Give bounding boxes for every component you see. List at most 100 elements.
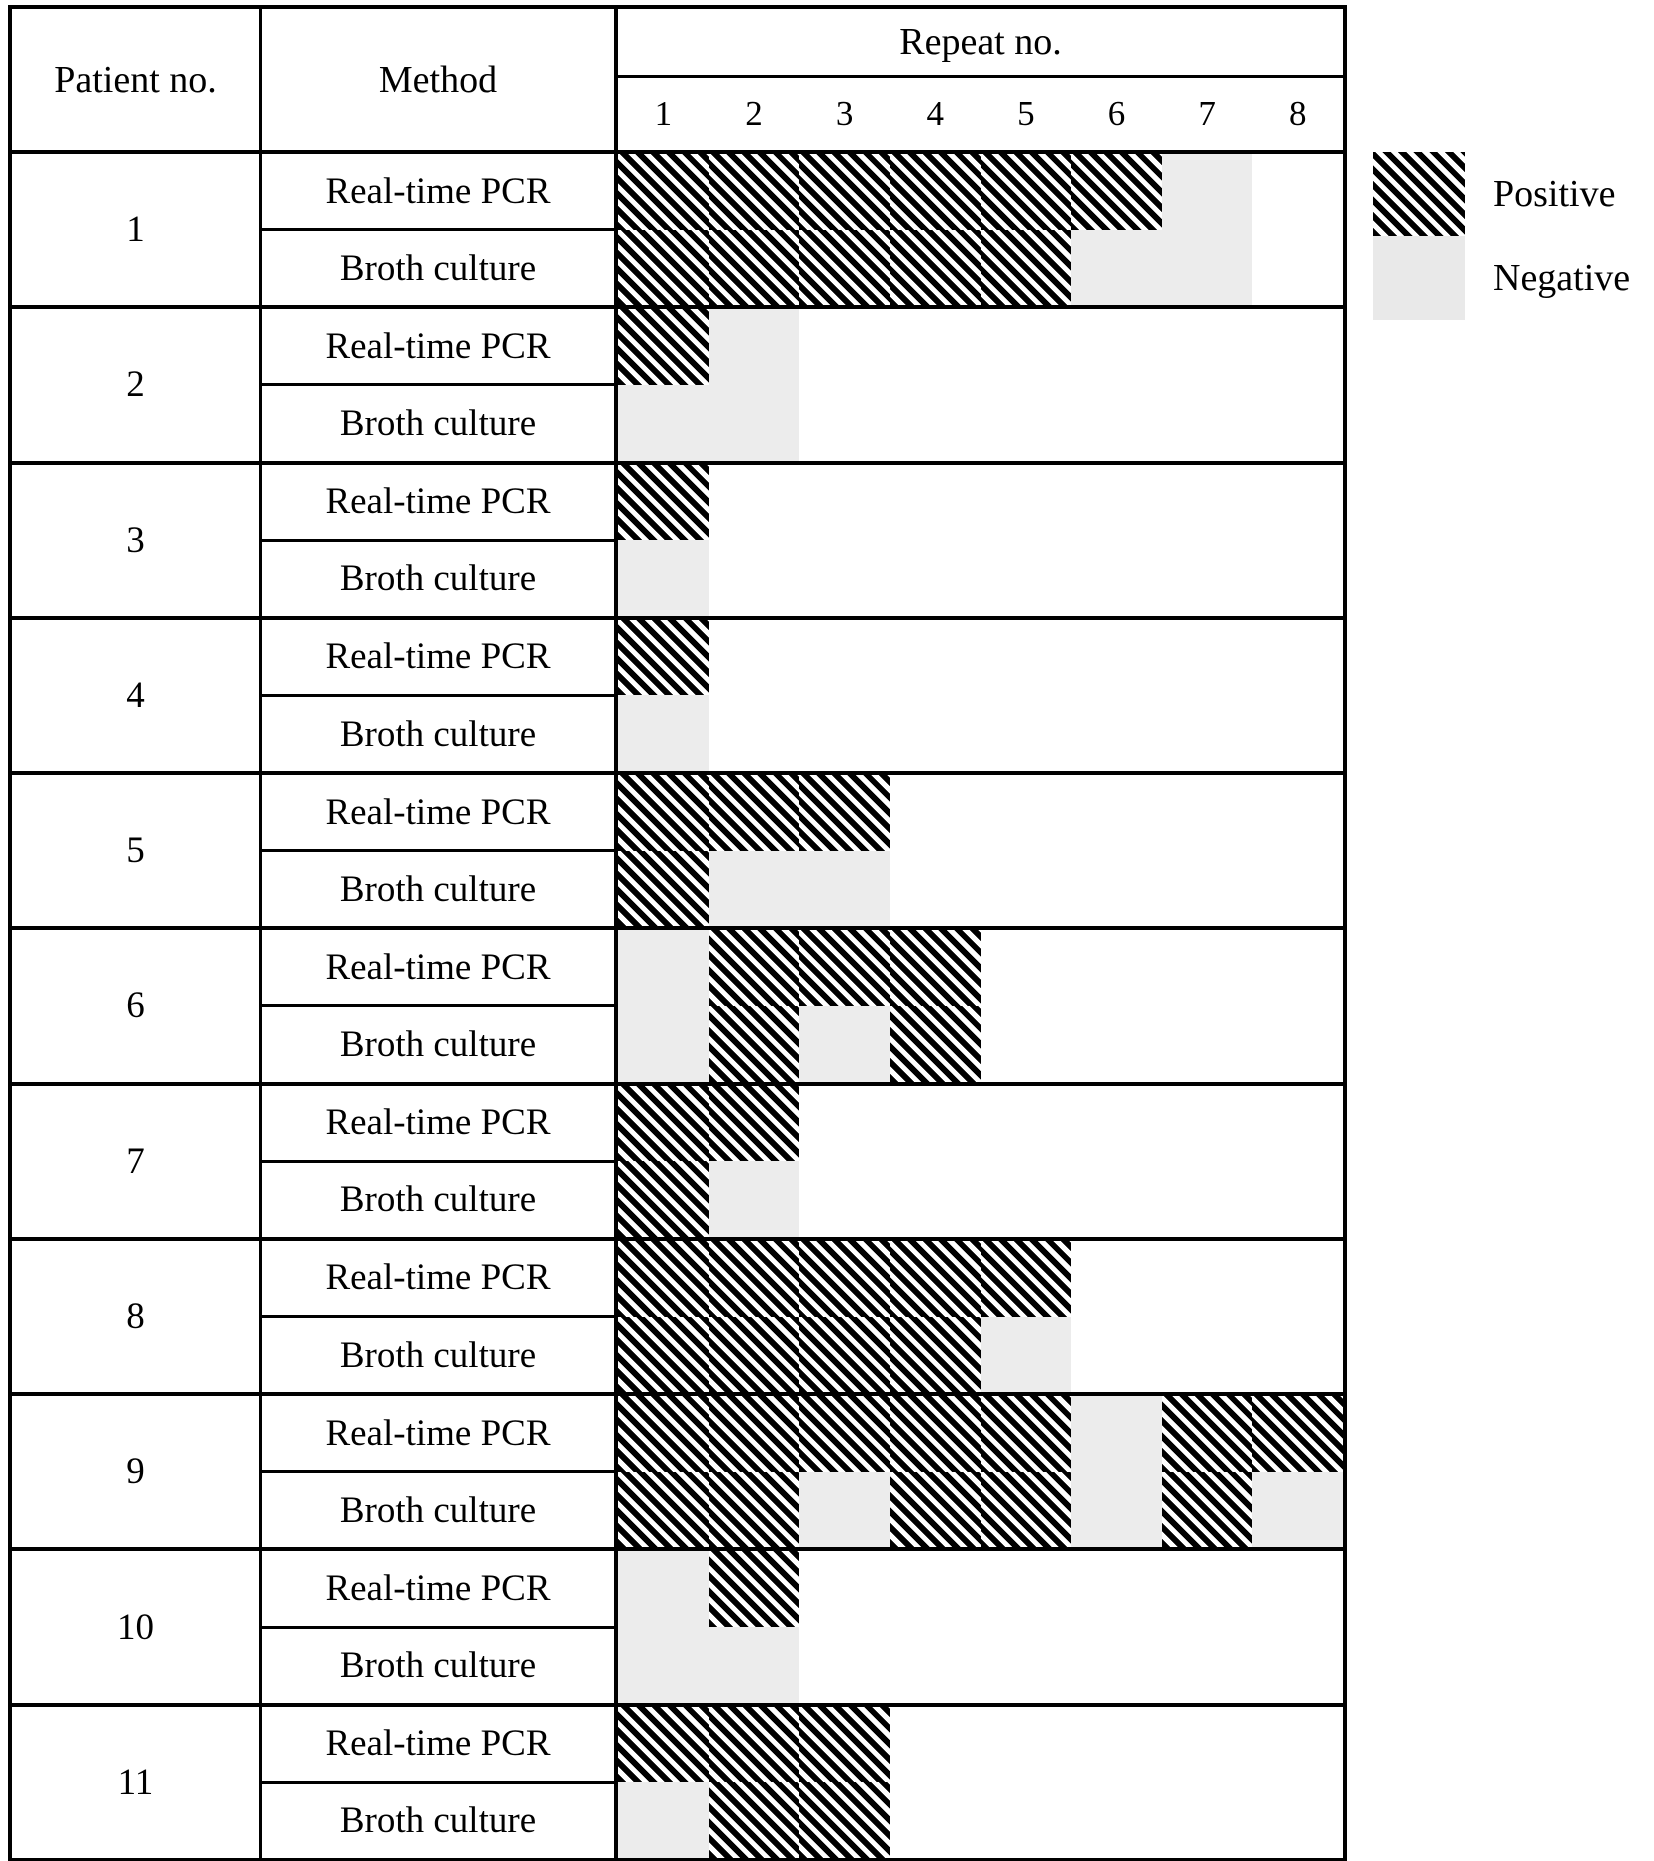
result-cell — [1252, 619, 1343, 696]
result-row — [618, 384, 1343, 461]
patient-number-cell: 9 — [12, 1396, 262, 1548]
result-cell — [708, 619, 800, 696]
result-column — [618, 930, 1343, 1082]
result-cell — [1071, 1316, 1162, 1393]
method-cell: Broth culture — [339, 1024, 537, 1066]
result-cell — [889, 464, 981, 541]
repeat-header-group: Repeat no. 1 2 3 4 5 6 7 8 — [618, 9, 1343, 150]
method-cell: Real-time PCR — [262, 154, 614, 232]
result-cell — [618, 540, 709, 616]
result-cell — [1071, 1627, 1162, 1703]
negative-label: Negative — [1493, 257, 1631, 299]
result-cell — [889, 1396, 981, 1472]
result-cell — [618, 850, 709, 927]
result-cell — [708, 540, 800, 616]
result-cell — [799, 1471, 890, 1548]
method-cell: Real-time PCR — [262, 1551, 614, 1629]
result-cell — [980, 1706, 1072, 1783]
method-column: Real-time PCR Broth culture — [262, 930, 618, 1082]
result-row — [618, 229, 1343, 306]
repeat-number: 7 — [1198, 94, 1216, 133]
method-cell: Broth culture — [339, 868, 537, 910]
result-cell — [799, 464, 890, 541]
result-cell — [708, 154, 800, 230]
result-cell — [1161, 1316, 1253, 1393]
method-column: Real-time PCR Broth culture — [262, 1240, 618, 1393]
result-cell — [618, 464, 709, 541]
result-cell — [708, 695, 800, 772]
result-cell — [799, 154, 890, 230]
result-cell — [618, 229, 709, 306]
patient-number-cell: 5 — [12, 775, 262, 927]
result-cell — [708, 930, 800, 1006]
result-cell — [799, 1005, 890, 1082]
result-cell — [1252, 1706, 1343, 1783]
result-row — [618, 775, 1343, 851]
result-row — [618, 1085, 1343, 1162]
negative-swatch-icon — [1373, 236, 1465, 320]
method-cell: Real-time PCR — [262, 309, 614, 387]
result-cell — [1252, 1240, 1343, 1317]
result-cell — [708, 1471, 800, 1548]
result-cell — [618, 1005, 709, 1082]
result-cell — [799, 1551, 890, 1628]
repeat-number: 5 — [1017, 94, 1035, 133]
result-cell — [1161, 540, 1253, 616]
result-cell — [980, 1240, 1072, 1317]
result-cell — [980, 695, 1072, 772]
result-cell — [1161, 384, 1253, 461]
result-cell — [1071, 850, 1162, 927]
result-cell — [708, 464, 800, 541]
patient-number-cell: 2 — [12, 309, 262, 461]
result-cell — [889, 775, 981, 851]
result-row — [618, 540, 1343, 616]
result-cell — [1071, 309, 1162, 385]
repeat-number: 8 — [1288, 94, 1307, 133]
method-cell: Real-time PCR — [262, 1086, 614, 1163]
repeat-number: 6 — [1107, 94, 1126, 133]
result-column — [618, 1240, 1343, 1393]
result-cell — [799, 1706, 890, 1783]
result-row — [618, 154, 1343, 230]
result-cell — [618, 1551, 709, 1628]
result-cell — [1071, 229, 1162, 306]
method-column: Real-time PCR Broth culture — [262, 154, 618, 306]
method-column: Real-time PCR Broth culture — [262, 1396, 618, 1548]
patient-band: 10 Real-time PCR Broth culture — [12, 1547, 1343, 1703]
result-cell — [618, 1316, 709, 1393]
result-cell — [1252, 384, 1343, 461]
result-cell — [889, 540, 981, 616]
result-cell — [1252, 930, 1343, 1006]
method-column: Real-time PCR Broth culture — [262, 1706, 618, 1858]
result-row — [618, 695, 1343, 772]
method-cell: Broth culture — [339, 1645, 537, 1687]
result-cell — [889, 229, 981, 306]
result-cell — [1161, 1085, 1253, 1162]
result-cell — [708, 850, 800, 927]
result-row — [618, 1396, 1343, 1472]
result-cell — [980, 384, 1072, 461]
positive-label: Positive — [1493, 173, 1616, 215]
method-column: Real-time PCR Broth culture — [262, 464, 618, 616]
result-cell — [1161, 154, 1253, 230]
result-cell — [618, 154, 709, 230]
result-row — [618, 1782, 1343, 1858]
result-cell — [708, 1085, 800, 1162]
result-column — [618, 1396, 1343, 1548]
positive-swatch-icon — [1373, 152, 1465, 236]
result-row — [618, 1551, 1343, 1628]
result-cell — [980, 775, 1072, 851]
result-cell — [889, 1471, 981, 1548]
patient-band: 5 Real-time PCR Broth culture — [12, 771, 1343, 927]
patient-number-cell: 4 — [12, 619, 262, 772]
result-cell — [708, 384, 800, 461]
result-column — [618, 464, 1343, 616]
result-cell — [799, 619, 890, 696]
result-cell — [1252, 464, 1343, 541]
result-cell — [618, 695, 709, 772]
result-cell — [980, 1005, 1072, 1082]
table-header: Patient no. Method Repeat no. 1 2 3 4 5 6 7 8 — [12, 9, 1343, 154]
patient-band: 4 Real-time PCR Broth culture — [12, 615, 1343, 772]
